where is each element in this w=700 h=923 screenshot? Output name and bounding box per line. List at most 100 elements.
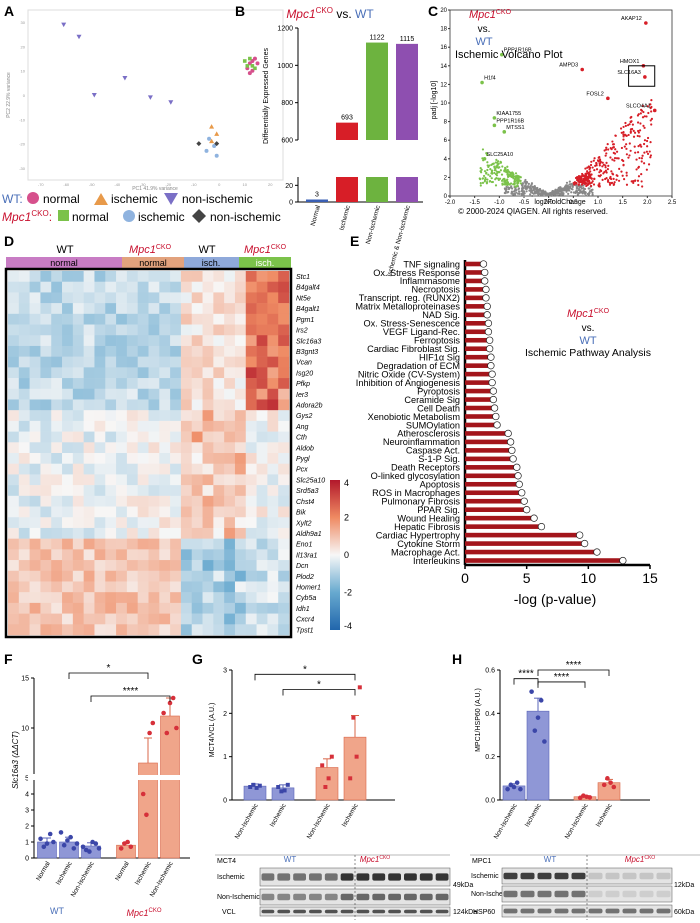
heatmap-cell [94,538,106,550]
heatmap-cell [213,442,225,454]
heatmap-cell [278,420,290,432]
heatmap-cell [256,420,268,432]
heatmap-cell [29,517,41,529]
heatmap-cell [159,570,171,582]
heatmap-cell [94,442,106,454]
c-point [570,191,573,194]
heatmap-cell [278,345,290,357]
heatmap-cell [116,463,128,475]
c-ytick-label: 0 [444,194,448,200]
heatmap-cell [137,410,149,422]
panel-label-a: A [4,3,14,19]
c-point [543,191,546,194]
heatmap-cell [72,485,84,497]
h-blot-label: MPC1 [472,858,492,865]
b-title: Mpc1CKO vs. WT [286,6,374,21]
c-point-up [649,141,652,144]
heatmap-cell [137,431,149,443]
heatmap-cell [126,292,138,304]
heatmap-cell [94,474,106,486]
c-point-down [501,183,504,186]
c-point-up [613,159,616,162]
heatmap-gene-label: Slc16a3 [296,338,321,345]
c-point-down [481,177,484,180]
e-category-label: Degradation of ECM [377,361,460,371]
heatmap-cell [83,453,95,465]
heatmap-cell [29,624,41,636]
heatmap-cell [8,324,20,336]
c-chart: -2.0 -1.5 -1.0 -0.5 0.0 0.5 1.0 1.5 2.0 2.5024681… [440,8,677,206]
g-blot-band [435,893,449,901]
b-ytick-label: 1000 [277,63,293,70]
c-point [577,185,580,188]
heatmap-cell [224,463,236,475]
d-label-normal1: normal [50,258,78,268]
heatmap-cell [245,517,257,529]
heatmap-cell [40,324,52,336]
heatmap-cell [72,378,84,390]
c-point-up [590,177,593,180]
heatmap-cell [62,378,74,390]
heatmap-cell [159,538,171,550]
c-point-up [629,149,632,152]
c-point-up [602,172,605,175]
pca-point-cko-nonischemic [196,141,202,147]
g-bar [315,767,339,801]
heatmap-cell [8,495,20,507]
c-point-up [631,123,634,126]
c-point [505,188,508,191]
heatmap-cell [159,399,171,411]
heatmap-cell [191,474,203,486]
c-point-up [645,150,648,153]
heatmap-cell [148,538,160,550]
e-category-label: Wound Healing [397,513,460,523]
heatmap-cell [72,388,84,400]
heatmap-cell [256,453,268,465]
heatmap-cell [126,549,138,561]
c-point-up [598,158,602,161]
heatmap-cell [202,527,214,539]
heatmap-cell [94,303,106,315]
c-point-down [491,162,495,165]
heatmap-cell [8,388,20,400]
heatmap-cell [245,624,257,636]
f-bar [160,715,180,859]
heatmap-cell [72,474,84,486]
heatmap-cell [126,271,138,283]
e-category-label: Apoptosis [420,480,461,490]
c-point-up [604,169,607,172]
heatmap-cell [8,463,20,475]
g-blot-band [419,893,433,901]
heatmap-cell [137,592,149,604]
d-gene-labels: Stc1B4galt4Nt5eB4galt1Pgm1Irs2Slc16a3B3g… [295,274,325,634]
e-category-label: TNF signaling [403,259,460,269]
heatmap-cell [137,388,149,400]
heatmap-cell [224,313,236,325]
heatmap-cell [8,560,20,572]
heatmap-cell [159,485,171,497]
heatmap-cell [72,281,84,293]
g-blot-band [372,909,386,914]
heatmap-cell [256,367,268,379]
c-point-up [616,174,619,178]
heatmap-cell [83,506,95,518]
heatmap-cell [105,495,117,507]
heatmap-cell [180,420,193,432]
heatmap-cell [137,602,149,614]
c-point-down [494,167,497,170]
c-gene-label: PPP1R16B [496,118,524,124]
heatmap-cell [256,378,268,390]
heatmap-cell [94,495,106,507]
heatmap-cell [224,367,236,379]
heatmap-cell [105,442,117,454]
c-point-up [610,181,614,184]
c-point-down [483,170,487,173]
heatmap-cell [170,506,182,518]
e-bar-endpoint [488,378,496,387]
heatmap-cell [40,581,52,593]
heatmap-cell [267,431,279,443]
heatmap-cell [159,313,171,325]
f-dot [125,839,130,845]
heatmap-cell [256,313,268,325]
